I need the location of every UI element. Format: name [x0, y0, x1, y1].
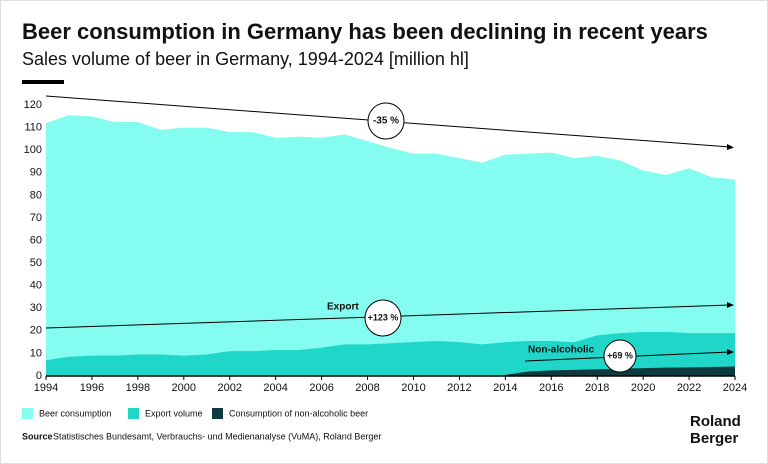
y-tick-label: 60 [30, 234, 42, 246]
legend-label: Consumption of non-alcoholic beer [229, 408, 368, 418]
x-tick-label: 2016 [539, 382, 563, 394]
legend-label: Export volume [145, 408, 203, 418]
source-label: Source [22, 431, 53, 441]
x-tick-label: 1998 [126, 382, 150, 394]
legend-swatch [22, 408, 33, 419]
annotation: +123 % [368, 312, 399, 322]
x-tick-label: 2014 [493, 382, 517, 394]
annotation-circle [367, 102, 405, 140]
chart-subtitle: Sales volume of beer in Germany, 1994-20… [22, 49, 469, 69]
x-tick-label: 2000 [172, 382, 196, 394]
y-tick-label: 40 [30, 280, 42, 292]
y-tick-label: 90 [30, 167, 42, 179]
x-tick-label: 2002 [217, 382, 241, 394]
x-tick-label: 1994 [34, 382, 58, 394]
x-tick-label: 1996 [80, 382, 104, 394]
annotation: Export [327, 302, 359, 313]
source: Statistisches Bundesamt, Verbrauchs- und… [53, 431, 381, 441]
x-tick-label: 2024 [723, 382, 747, 394]
x-tick-label: 2006 [309, 382, 333, 394]
title-rule [22, 80, 64, 84]
y-tick-label: 120 [24, 99, 42, 111]
arrow-head [727, 144, 734, 150]
annotations: -35 % Export +123 % Non-alcoholic +69 % [45, 95, 734, 373]
legend-swatch [212, 408, 223, 419]
legend-label: Beer consumption [39, 408, 112, 418]
y-tick-label: 70 [30, 212, 42, 224]
annotation-circle [364, 299, 402, 337]
y-tick-label: 0 [36, 370, 42, 382]
y-tick-label: 50 [30, 257, 42, 269]
arrow-head [727, 349, 734, 355]
logo: Berger [690, 430, 739, 447]
y-tick-label: 100 [24, 144, 42, 156]
annotation-circle [603, 339, 637, 373]
x-tick-label: 2012 [447, 382, 471, 394]
x-tick-label: 2022 [677, 382, 701, 394]
x-tick-label: 2018 [585, 382, 609, 394]
y-tick-label: 30 [30, 302, 42, 314]
y-tick-label: 80 [30, 189, 42, 201]
logo: Roland [690, 413, 741, 430]
legend-swatch [128, 408, 139, 419]
annotation: Non-alcoholic [528, 345, 595, 356]
chart-title: Beer consumption in Germany has been dec… [22, 19, 708, 44]
arrow-head [727, 302, 734, 308]
annotation: -35 % [373, 116, 399, 127]
annotation: +69 % [607, 350, 633, 360]
legend: Beer consumption Export volume Consumption… [22, 408, 368, 419]
x-tick-label: 2008 [355, 382, 379, 394]
y-tick-label: 20 [30, 325, 42, 337]
x-tick-label: 2010 [401, 382, 425, 394]
area [46, 331, 735, 376]
y-tick-label: 10 [30, 347, 42, 359]
x-tick-label: 2020 [631, 382, 655, 394]
y-tick-label: 110 [24, 122, 42, 134]
x-tick-label: 2004 [263, 382, 287, 394]
